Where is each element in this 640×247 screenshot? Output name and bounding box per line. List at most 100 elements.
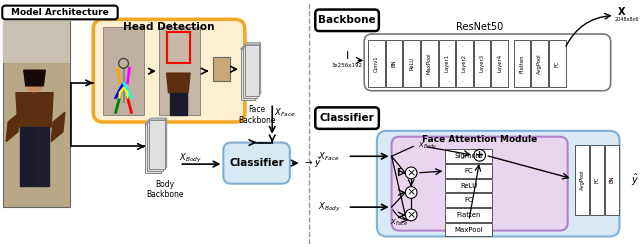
Polygon shape (147, 120, 164, 122)
Bar (149, 120, 164, 169)
Bar (474, 40, 490, 87)
Polygon shape (243, 45, 259, 47)
Bar (159, 27, 200, 115)
Text: Layer4: Layer4 (497, 54, 502, 72)
Bar (549, 40, 566, 87)
Text: Head Detection: Head Detection (123, 22, 214, 32)
Text: 2048x8x6: 2048x8x6 (614, 17, 639, 22)
Text: Layer3: Layer3 (479, 54, 484, 72)
Bar (166, 32, 190, 63)
Polygon shape (20, 127, 35, 185)
Polygon shape (257, 45, 259, 98)
Bar (145, 124, 161, 173)
Bar (421, 40, 438, 87)
Text: ReLU: ReLU (460, 183, 477, 189)
Circle shape (405, 167, 417, 179)
Text: $X_{Body}$: $X_{Body}$ (179, 152, 202, 165)
Text: ReLU: ReLU (409, 57, 414, 70)
Text: Face Attention Module: Face Attention Module (422, 135, 537, 144)
Polygon shape (245, 43, 260, 45)
Text: ×: × (406, 168, 416, 178)
Polygon shape (35, 127, 49, 185)
Text: $X_{Face}$: $X_{Face}$ (390, 218, 408, 228)
FancyBboxPatch shape (377, 131, 620, 236)
Bar (531, 40, 548, 87)
Polygon shape (6, 112, 20, 142)
FancyBboxPatch shape (223, 143, 290, 184)
Text: $\hat{y}$: $\hat{y}$ (631, 172, 639, 188)
Text: $X_{Face}$: $X_{Face}$ (318, 150, 340, 163)
Text: 3x256x192: 3x256x192 (332, 63, 363, 68)
Text: MaxPool: MaxPool (427, 53, 432, 74)
Bar (445, 223, 492, 236)
FancyBboxPatch shape (93, 19, 245, 122)
Text: Classifier: Classifier (229, 158, 284, 168)
Text: FC: FC (465, 168, 473, 174)
Polygon shape (164, 118, 166, 169)
Text: BN: BN (392, 60, 397, 67)
Bar (445, 149, 492, 163)
Text: ResNet50: ResNet50 (456, 22, 503, 32)
Bar (605, 144, 618, 215)
Text: FC: FC (595, 176, 600, 183)
Bar (438, 40, 455, 87)
Text: MaxPool: MaxPool (454, 227, 483, 233)
Text: Face
Backbone: Face Backbone (238, 105, 275, 125)
Text: Model Architecture: Model Architecture (11, 8, 109, 17)
Bar (212, 58, 230, 81)
Text: FC: FC (465, 197, 473, 203)
Polygon shape (145, 122, 163, 124)
Circle shape (405, 186, 417, 198)
Bar (147, 122, 163, 171)
Bar (3, 21, 70, 207)
Text: Layer2: Layer2 (462, 54, 467, 72)
Text: AvgPool: AvgPool (580, 169, 585, 190)
Circle shape (474, 149, 486, 161)
Polygon shape (259, 43, 260, 96)
Bar (575, 144, 589, 215)
Circle shape (405, 209, 417, 221)
Bar (445, 164, 492, 178)
Bar (386, 40, 403, 87)
Polygon shape (241, 47, 257, 49)
Bar (403, 40, 420, 87)
Bar (445, 193, 492, 207)
FancyBboxPatch shape (392, 137, 568, 231)
Circle shape (26, 74, 44, 92)
Bar (514, 40, 531, 87)
Text: $\rightarrow\hat{y}$: $\rightarrow\hat{y}$ (303, 156, 321, 170)
Polygon shape (255, 47, 257, 100)
Bar (245, 45, 259, 96)
Text: AvgPool: AvgPool (537, 53, 542, 74)
Polygon shape (51, 112, 65, 142)
Polygon shape (163, 120, 164, 171)
Bar (103, 27, 144, 115)
Polygon shape (149, 118, 166, 120)
Bar (456, 40, 473, 87)
Text: FC: FC (555, 60, 560, 67)
Bar (241, 49, 255, 100)
Text: I: I (346, 51, 349, 62)
Bar (492, 40, 508, 87)
Polygon shape (161, 122, 163, 173)
Text: Classifier: Classifier (319, 113, 374, 123)
Bar (243, 47, 257, 98)
Text: ×: × (406, 187, 416, 197)
Bar (3, 21, 70, 63)
Text: Body
Backbone: Body Backbone (146, 180, 184, 199)
Text: $X_{Body}$: $X_{Body}$ (418, 141, 438, 152)
Bar (445, 179, 492, 192)
Text: ×: × (406, 210, 416, 220)
Text: $X_{Body}$: $X_{Body}$ (318, 201, 341, 214)
Polygon shape (24, 70, 45, 86)
Text: X: X (618, 7, 625, 18)
Text: Layer1: Layer1 (444, 54, 449, 72)
FancyBboxPatch shape (3, 6, 118, 19)
FancyBboxPatch shape (316, 107, 379, 129)
Bar (590, 144, 604, 215)
Text: Sigmoid: Sigmoid (455, 153, 483, 159)
Text: Flatten: Flatten (520, 54, 525, 73)
Text: BN: BN (609, 176, 614, 184)
Text: F: F (396, 168, 403, 177)
Polygon shape (16, 93, 53, 127)
